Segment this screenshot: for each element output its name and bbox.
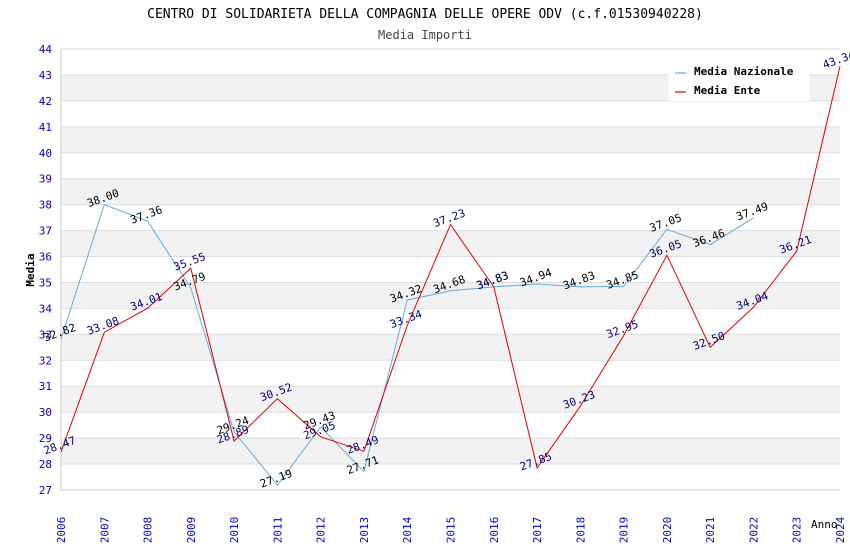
legend-label-nazionale: Media Nazionale [694, 65, 794, 78]
x-tick-label: 2010 [228, 517, 241, 544]
grid-band [61, 178, 840, 205]
x-tick-label: 2011 [271, 517, 284, 544]
x-tick-label: 2021 [704, 517, 717, 544]
x-tick-label: 2023 [791, 517, 804, 544]
y-tick-label: 36 [39, 251, 52, 264]
y-tick-label: 42 [39, 95, 52, 108]
y-tick-label: 43 [39, 69, 52, 82]
chart-title: CENTRO DI SOLIDARIETA DELLA COMPAGNIA DE… [147, 7, 703, 22]
x-tick-label: 2024 [834, 516, 847, 543]
y-tick-label: 30 [39, 406, 52, 419]
legend: Media Nazionale Media Ente [669, 61, 810, 101]
x-axis-ticks: 2006 2007 2008 2009 2010 2011 2012 2013 2014 2015… [55, 516, 847, 543]
y-tick-label: 44 [39, 43, 53, 56]
y-axis-label: Media [24, 253, 37, 286]
x-tick-label: 2015 [445, 517, 458, 544]
grid [60, 48, 840, 491]
x-tick-label: 2007 [98, 517, 111, 544]
grid-band [61, 230, 840, 257]
y-tick-label: 39 [39, 173, 52, 186]
y-tick-label: 29 [39, 432, 52, 445]
y-tick-label: 28 [39, 458, 52, 471]
data-label-nazionale: 37.36 [129, 203, 165, 227]
x-tick-label: 2017 [531, 517, 544, 544]
x-tick-label: 2009 [185, 517, 198, 544]
x-tick-label: 2012 [315, 517, 328, 544]
legend-box [669, 61, 810, 101]
x-axis-label: Anno [811, 518, 838, 531]
x-tick-label: 2020 [661, 517, 674, 544]
grid-band [61, 386, 840, 413]
y-tick-label: 35 [39, 276, 52, 289]
x-tick-label: 2018 [574, 517, 587, 544]
series-line-ente [60, 65, 841, 470]
y-tick-label: 37 [39, 225, 52, 238]
y-tick-label: 33 [39, 328, 52, 341]
series [60, 65, 841, 486]
grid-band [61, 282, 840, 309]
y-tick-label: 40 [39, 147, 52, 160]
legend-label-ente: Media Ente [694, 84, 761, 97]
chart-subtitle: Media Importi [378, 28, 472, 42]
y-tick-label: 38 [39, 199, 52, 212]
x-tick-label: 2006 [55, 517, 68, 544]
x-tick-label: 2019 [618, 517, 631, 544]
y-tick-label: 31 [39, 380, 52, 393]
data-label-nazionale: 27.19 [258, 467, 294, 491]
y-tick-label: 34 [39, 302, 53, 315]
y-axis-ticks: 27 28 29 30 31 32 33 34 35 36 37 38 39 40 41 42 43 44 [39, 43, 53, 497]
x-tick-label: 2022 [747, 517, 760, 544]
series-line-nazionale [60, 203, 754, 486]
grid-band [61, 438, 840, 465]
data-labels: 32.8238.0037.3634.7929.2427.1929.4327.71… [42, 48, 850, 491]
y-tick-label: 41 [39, 121, 52, 134]
x-tick-label: 2016 [488, 517, 501, 544]
x-tick-label: 2014 [401, 516, 414, 543]
grid-band [61, 126, 840, 153]
data-label-ente: 43.34 [821, 48, 850, 72]
x-tick-label: 2013 [358, 517, 371, 544]
y-tick-label: 27 [39, 484, 52, 497]
x-tick-label: 2008 [142, 517, 155, 544]
y-tick-label: 32 [39, 354, 52, 367]
